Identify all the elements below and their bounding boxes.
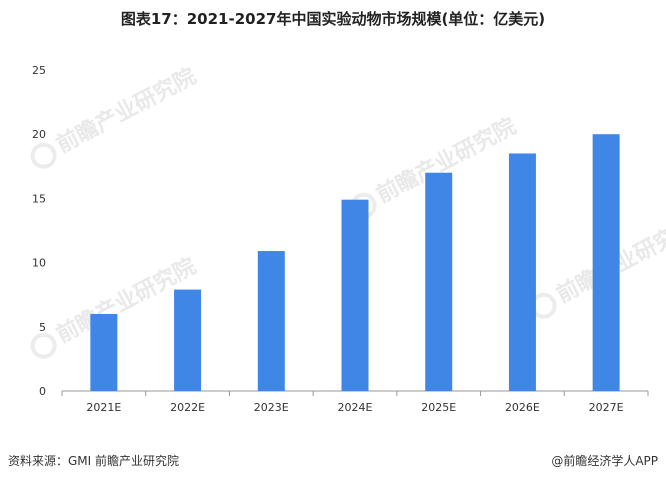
bar (508, 153, 536, 391)
x-tick-label: 2027E (589, 401, 624, 414)
x-tick-label: 2025E (421, 401, 456, 414)
x-tick-label: 2023E (254, 401, 289, 414)
bar (425, 172, 453, 391)
bar (341, 199, 369, 391)
brand-note: @前瞻经济学人APP (551, 454, 658, 468)
chart-title: 图表17：2021-2027年中国实验动物市场规模(单位：亿美元) (120, 10, 546, 28)
x-tick-label: 2024E (338, 401, 373, 414)
bar (257, 251, 285, 391)
y-tick-label: 25 (32, 64, 46, 77)
source-note: 资料来源：GMI 前瞻产业研究院 (8, 454, 180, 468)
bar (592, 134, 620, 391)
y-tick-label: 5 (39, 321, 46, 334)
y-tick-label: 0 (39, 385, 46, 398)
x-tick-label: 2026E (505, 401, 540, 414)
y-tick-label: 10 (32, 257, 46, 270)
y-tick-label: 15 (32, 192, 46, 205)
x-tick-label: 2022E (170, 401, 205, 414)
bar (90, 313, 118, 391)
x-tick-label: 2021E (86, 401, 121, 414)
y-tick-label: 20 (32, 128, 46, 141)
bar (174, 289, 202, 391)
